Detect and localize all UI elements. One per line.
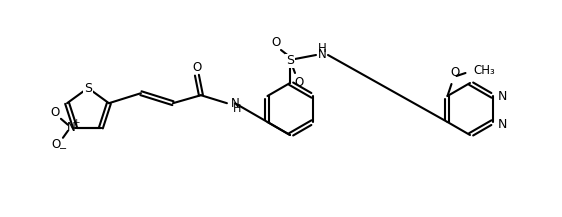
Text: O: O [51, 106, 60, 119]
Text: O: O [294, 76, 303, 89]
Text: O: O [51, 138, 61, 151]
Text: N: N [497, 118, 507, 132]
Text: S: S [84, 82, 92, 94]
Text: N: N [318, 49, 327, 61]
Text: +: + [72, 118, 80, 127]
Text: O: O [271, 36, 280, 49]
Text: N: N [231, 97, 239, 110]
Text: S: S [286, 54, 294, 67]
Text: H: H [318, 41, 327, 54]
Text: H: H [233, 104, 241, 114]
Text: O: O [451, 66, 460, 79]
Text: O: O [192, 61, 202, 74]
Text: −: − [59, 144, 67, 154]
Text: CH₃: CH₃ [473, 64, 495, 77]
Text: N: N [497, 89, 507, 102]
Text: N: N [66, 121, 75, 134]
